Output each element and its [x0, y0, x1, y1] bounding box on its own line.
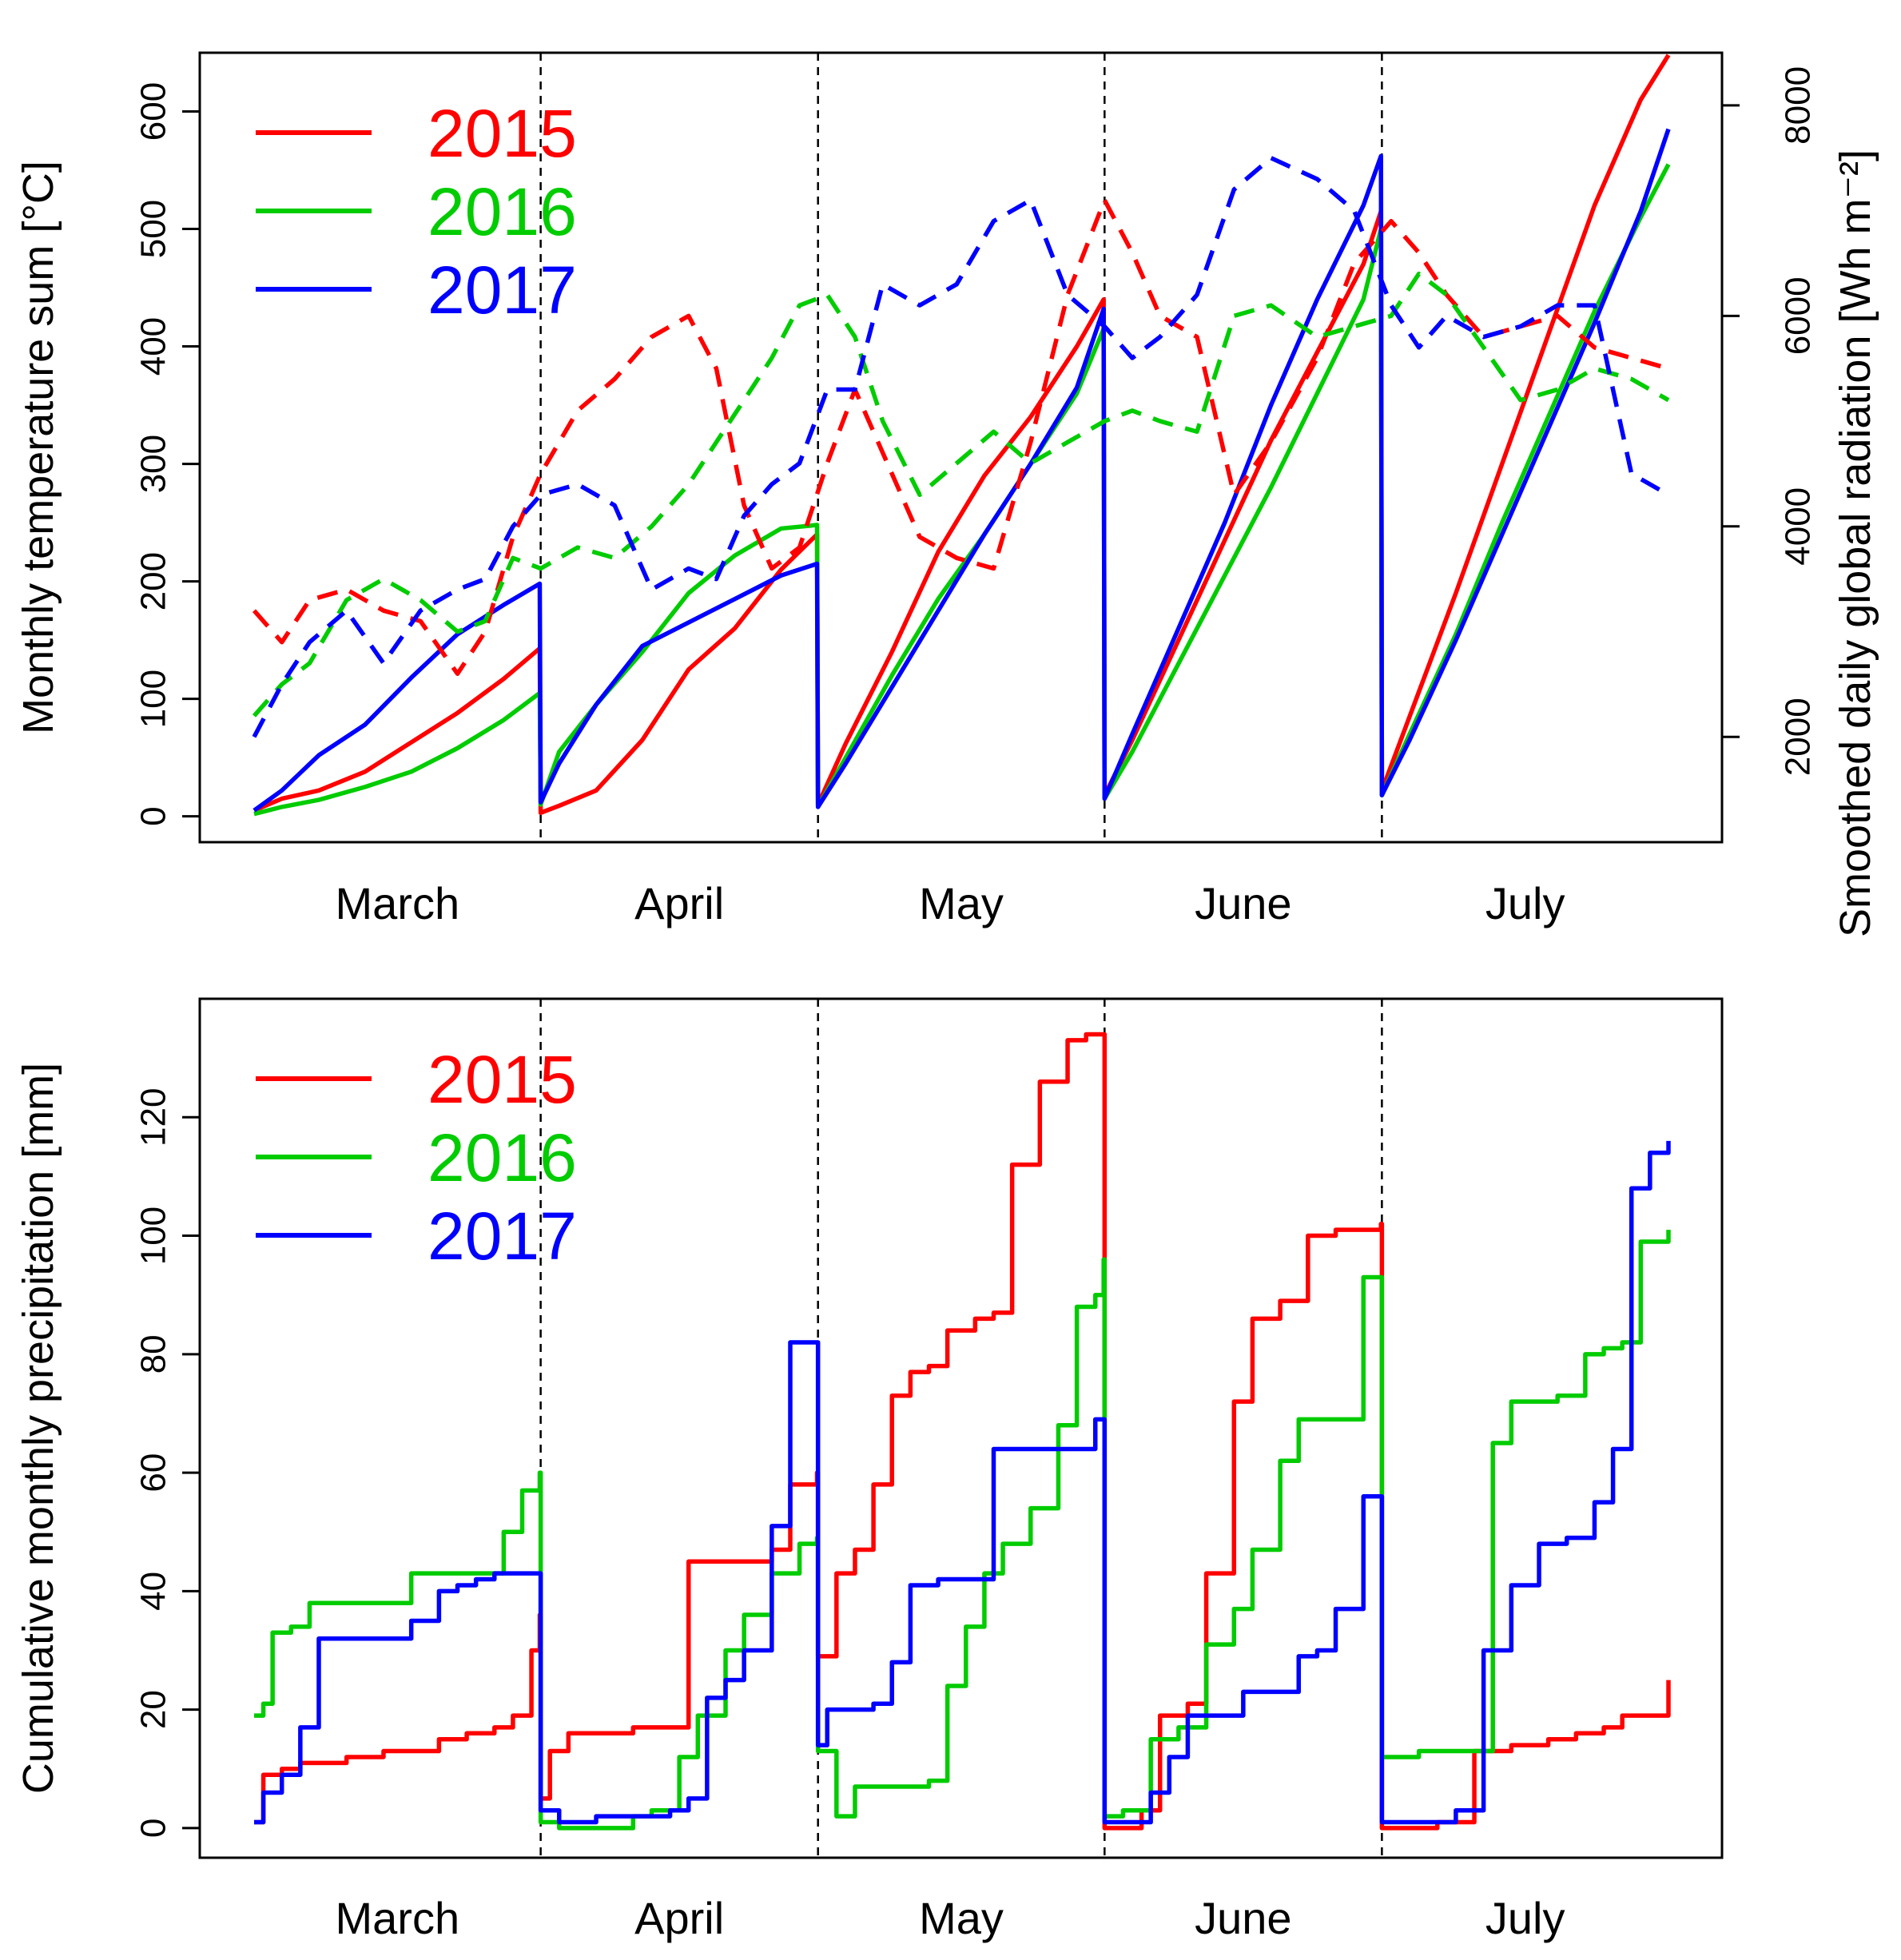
y-tick-label: 40	[134, 1572, 173, 1611]
y-tick-label: 100	[134, 1207, 173, 1265]
series-precipitation-2017	[254, 1140, 1671, 1825]
y-tick-label: 120	[134, 1088, 173, 1147]
month-label-june: June	[1195, 1893, 1291, 1943]
y-tick-label: 0	[134, 1819, 173, 1838]
y-right-tick-label: 6000	[1779, 276, 1818, 355]
legend-label-2016: 2016	[428, 174, 577, 249]
legend-label-2016: 2016	[428, 1120, 577, 1195]
month-label-march: March	[336, 878, 460, 928]
series-temperature-sum-2015	[253, 54, 1671, 815]
y-tick-label: 60	[134, 1453, 173, 1493]
y-tick-label: 300	[134, 435, 173, 493]
series-radiation-2016	[252, 271, 1670, 718]
y-tick-label: 600	[134, 82, 173, 141]
legend-label-2017: 2017	[428, 252, 577, 328]
month-label-june: June	[1195, 878, 1291, 928]
legend-label-2015: 2015	[428, 96, 577, 171]
y-axis-title: Monthly temperature sum [°C]	[14, 161, 62, 734]
series-radiation-2015	[252, 197, 1669, 676]
y-axis-right-title: Smoothed daily global radiation [Wh m⁻²]	[1831, 149, 1879, 937]
legend-label-2015: 2015	[428, 1042, 577, 1117]
plot-frame	[198, 997, 1724, 1859]
temperature-radiation-panel: 0 100 200 300 400 500 600 2000 4000 6000 8000 Smoot…	[14, 51, 1879, 937]
y-axis-title: Cumulative monthly precipitation [mm]	[14, 1063, 62, 1794]
y-right-tick-label: 8000	[1779, 66, 1818, 145]
series-precipitation-2016	[254, 1230, 1671, 1831]
series-radiation-2017	[252, 155, 1670, 738]
legend-label-2017: 2017	[428, 1199, 577, 1274]
y-right-tick-label: 4000	[1779, 487, 1818, 566]
plot-frame	[198, 51, 1724, 844]
month-label-july: July	[1485, 878, 1565, 928]
month-label-april: April	[634, 878, 724, 928]
y-tick-label: 200	[134, 552, 173, 610]
month-label-may: May	[919, 1893, 1004, 1943]
y-tick-label: 0	[134, 806, 173, 825]
month-label-july: July	[1485, 1893, 1565, 1943]
month-label-may: May	[919, 878, 1004, 928]
y-tick-label: 400	[134, 317, 173, 376]
series-temperature-sum-2017	[253, 128, 1671, 813]
series-precipitation-2015	[254, 1032, 1671, 1831]
y-right-tick-label: 2000	[1779, 698, 1818, 776]
y-tick-label: 80	[134, 1334, 173, 1374]
y-tick-label: 20	[134, 1690, 173, 1729]
month-label-march: March	[336, 1893, 460, 1943]
precipitation-panel: 0 20 40 60 80 100 120 Cumulative monthly precip…	[14, 997, 1724, 1943]
y-tick-label: 100	[134, 670, 173, 728]
month-label-april: April	[634, 1893, 724, 1943]
y-tick-label: 500	[134, 200, 173, 258]
